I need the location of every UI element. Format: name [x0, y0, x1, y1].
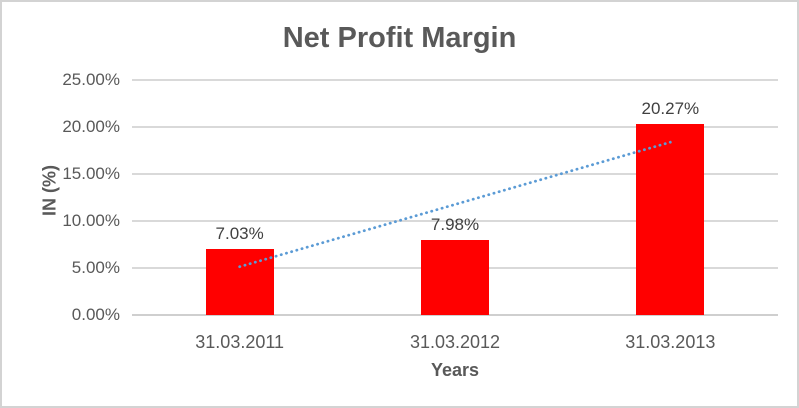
x-category-label: 31.03.2012	[409, 332, 501, 352]
gridline	[132, 79, 778, 81]
bar-31.03.2012[interactable]	[421, 239, 489, 315]
chart-title: Net Profit Margin	[282, 22, 517, 54]
x-axis-title: Years	[430, 360, 480, 380]
bar-31.03.2011[interactable]	[205, 248, 274, 315]
y-tick-label: 10.00%	[62, 211, 120, 230]
x-category-label: 31.03.2013	[625, 332, 716, 352]
y-tick-label: 20.00%	[62, 117, 120, 136]
data-label: 20.27%	[641, 99, 700, 119]
y-tick-label: 0.00%	[71, 305, 120, 324]
gridline	[132, 126, 778, 128]
x-axis-line	[132, 314, 778, 316]
y-tick-label: 5.00%	[71, 258, 120, 277]
data-label: 7.03%	[215, 223, 264, 243]
bar-31.03.2013[interactable]	[636, 124, 705, 315]
y-tick-label: 25.00%	[62, 70, 120, 89]
data-label: 7.98%	[430, 214, 480, 234]
x-category-label: 31.03.2011	[195, 332, 285, 352]
y-tick-label: 15.00%	[62, 164, 120, 183]
